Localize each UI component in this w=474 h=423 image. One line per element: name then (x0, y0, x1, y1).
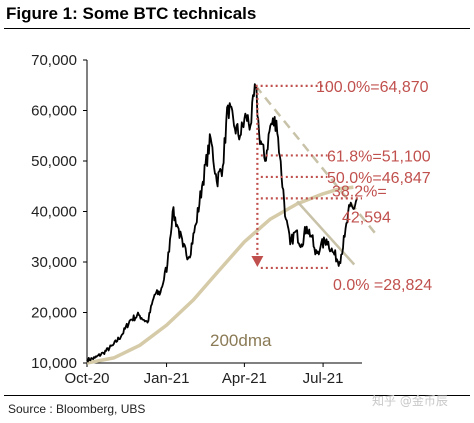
x-axis: Oct-20 Jan-21 Apr-21 Jul-21 (64, 362, 362, 387)
source-divider (4, 395, 470, 396)
y-tick-label: 10,000 (31, 355, 77, 372)
fib-level-value-label: 42,594 (342, 209, 391, 226)
y-tick-label: 20,000 (31, 305, 77, 322)
x-tick-label: Jul-21 (303, 370, 344, 387)
dma-layer (86, 185, 354, 365)
series-btc-price-line (86, 83, 358, 363)
y-tick-label: 70,000 (31, 52, 77, 69)
fib-level-label: 50.0%=46,847 (327, 170, 431, 187)
fib-drop-arrow-head (251, 255, 264, 267)
y-tick-group: 10,000 20,000 30,000 40,000 50,000 60,000 70,0… (31, 52, 87, 372)
price-layer (86, 83, 358, 363)
btc-chart: 10,000 20,000 30,000 40,000 50,000 60,000 70,0… (31, 52, 432, 387)
x-tick-group: Oct-20 Jan-21 Apr-21 Jul-21 (64, 363, 344, 387)
trend-channel-lower (296, 200, 356, 266)
source-note: Source : Bloomberg, UBS (8, 402, 146, 416)
trend-channel-layer (254, 85, 377, 266)
x-tick-label: Jan-21 (144, 370, 190, 387)
series-200dma-line (86, 185, 354, 365)
y-tick-label: 40,000 (31, 204, 77, 221)
fib-level-label: 38.2%= (332, 183, 387, 200)
fib-level-label: 61.8%=51,100 (327, 148, 431, 165)
y-tick-label: 50,000 (31, 153, 77, 170)
dma-label: 200dma (210, 331, 272, 350)
fibonacci-layer: 100.0%=64,870 61.8%=51,100 50.0%=46,84738.… (251, 79, 432, 294)
title-divider (4, 28, 470, 29)
y-axis: 10,000 20,000 30,000 40,000 50,000 60,000 70,0… (31, 52, 88, 372)
x-tick-label: Oct-20 (64, 370, 109, 387)
x-tick-label: Apr-21 (222, 370, 267, 387)
y-tick-label: 30,000 (31, 254, 77, 271)
trend-channel-upper (254, 85, 377, 236)
fib-level-label: 100.0%=64,870 (316, 79, 429, 96)
y-tick-label: 60,000 (31, 103, 77, 120)
figure-title: Figure 1: Some BTC technicals (6, 4, 257, 23)
watermark: 知乎 @金币辰 (372, 394, 448, 408)
fib-level-label: 0.0% =28,824 (333, 277, 432, 294)
